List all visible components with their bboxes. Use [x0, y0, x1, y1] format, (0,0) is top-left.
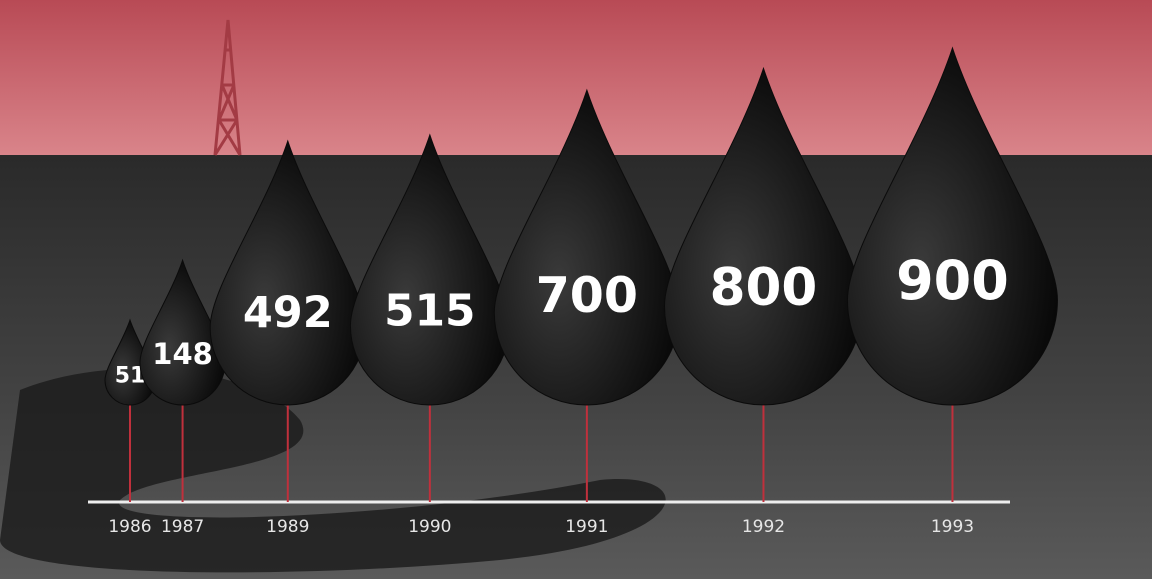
value-label: 148: [152, 337, 213, 371]
x-tick-label: 1993: [931, 517, 974, 537]
value-label: 800: [710, 258, 818, 318]
x-tick-label: 1992: [742, 517, 785, 537]
value-label: 700: [536, 266, 638, 324]
x-tick-label: 1989: [266, 517, 309, 537]
value-label: 900: [896, 249, 1009, 312]
value-label: 515: [384, 286, 475, 337]
x-tick-label: 1991: [565, 517, 608, 537]
chart: 5119861481987492198951519907001991800199…: [0, 0, 1152, 579]
page: 5119861481987492198951519907001991800199…: [0, 0, 1152, 579]
value-label: 492: [243, 288, 333, 338]
x-tick-label: 1990: [408, 517, 451, 537]
x-tick-label: 1986: [108, 517, 151, 537]
x-tick-label: 1987: [161, 517, 204, 537]
